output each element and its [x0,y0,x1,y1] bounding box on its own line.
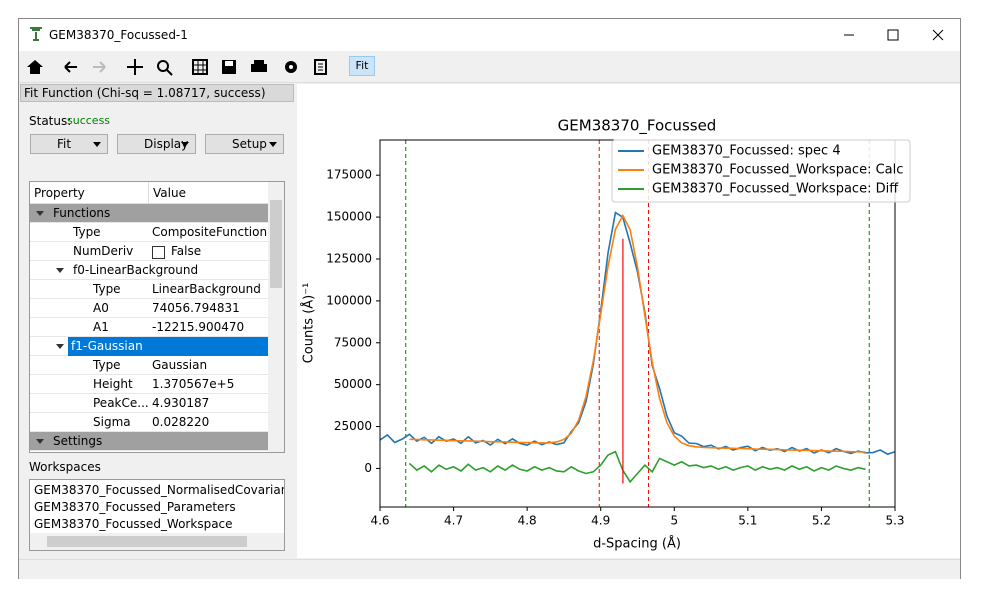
property-value: LinearBackground [152,280,261,299]
checkbox[interactable] [152,246,165,259]
app-icon [28,26,44,42]
property-name: Type [93,280,121,299]
x-tick-label: 5.2 [812,514,831,528]
property-name: A1 [93,318,109,337]
series-line [380,213,895,455]
workspaces-label: Workspaces [29,460,101,474]
status-label: Status: [29,114,71,128]
display-button[interactable]: Display [117,134,196,154]
y-tick-label: 75000 [334,335,372,349]
property-name: NumDeriv [73,242,133,261]
chart-title: GEM38370_Focussed [558,117,717,136]
fit-header: Fit Function (Chi-sq = 1.08717, success) [20,84,294,102]
property-name: Type [93,356,121,375]
y-tick-label: 100000 [326,293,372,307]
x-tick-label: 5.1 [738,514,757,528]
property-row[interactable]: A0 74056.794831 [30,299,268,318]
y-tick-label: 25000 [334,419,372,433]
y-tick-label: 175000 [326,168,372,182]
property-table: Property Value Functions Type CompositeFu… [29,181,285,453]
window-title: GEM38370_Focussed-1 [49,28,188,42]
series-line [409,452,865,482]
legend-label: GEM38370_Focussed_Workspace: Diff [652,182,899,197]
series-line [409,216,865,452]
workspace-list: GEM38370_Focussed_NormalisedCovarianceMa… [29,479,285,551]
fit-toolbar-button[interactable]: Fit [349,56,375,76]
property-name: Type [73,223,101,242]
workspace-item[interactable]: GEM38370_Focussed_Workspace [34,517,233,531]
property-value: Gaussian [152,356,207,375]
fit-button[interactable]: Fit [30,134,108,154]
table-header: Property Value [30,182,268,204]
y-axis-label: Counts (Å)⁻¹ [301,283,317,364]
property-value: 1.370567e+5 [152,375,234,394]
group-row[interactable]: Functions [30,204,268,223]
property-value: 0.028220 [152,413,209,432]
group-row[interactable]: Settings [30,432,268,451]
column-header: Value [153,186,186,200]
group-label: f1-Gaussian [71,337,143,356]
x-tick-label: 5 [670,514,678,528]
setup-button[interactable]: Setup [205,134,284,154]
x-tick-label: 4.9 [591,514,610,528]
chart: GEM38370_Focussed d-Spacing (Å) Counts (… [297,84,960,558]
x-tick-label: 5.3 [885,514,904,528]
legend-label: GEM38370_Focussed_Workspace: Calc [652,163,903,178]
y-tick-label: 150000 [326,210,372,224]
property-value: 74056.794831 [152,299,240,318]
column-header: Property [34,186,85,200]
property-value: CompositeFunction [152,223,267,242]
property-name: A0 [93,299,109,318]
property-value: 4.930187 [152,394,209,413]
legend-label: GEM38370_Focussed: spec 4 [652,144,841,159]
property-name: PeakCe... [93,394,149,413]
property-row[interactable]: Type Gaussian [30,356,268,375]
property-row[interactable]: Sigma 0.028220 [30,413,268,432]
group-label: Functions [53,204,110,223]
x-axis-label: d-Spacing (Å) [593,536,681,552]
group-row[interactable]: f0-LinearBackground [30,261,268,280]
status-bar [19,559,960,579]
toolbar-icons[interactable] [23,55,353,79]
title-bar: GEM38370_Focussed-1 [19,19,960,51]
window-controls[interactable] [824,25,960,45]
group-label: f0-LinearBackground [73,261,198,280]
property-value: False [171,242,201,261]
property-value: -12215.900470 [152,318,244,337]
property-name: Height [93,375,133,394]
property-row[interactable]: PeakCe...4.930187 [30,394,268,413]
toolbar: Fit [19,52,960,83]
property-name: Sigma [93,413,131,432]
x-tick-label: 4.6 [370,514,389,528]
property-row[interactable]: Height 1.370567e+5 [30,375,268,394]
workspace-item[interactable]: GEM38370_Focussed_NormalisedCovarianceMa [34,483,285,497]
property-row[interactable]: NumDeriv False [30,242,268,261]
status-value: success [67,114,110,127]
y-tick-label: 0 [364,461,372,475]
x-tick-label: 4.7 [444,514,463,528]
y-tick-label: 125000 [326,251,372,265]
scrollbar[interactable] [268,182,284,452]
group-row[interactable]: f1-Gaussian [30,337,268,356]
group-label: Settings [53,432,102,451]
y-tick-label: 50000 [334,377,372,391]
property-row[interactable]: Type CompositeFunction [30,223,268,242]
h-scrollbar[interactable] [30,533,284,550]
property-row[interactable]: Type LinearBackground [30,280,268,299]
workspace-item[interactable]: GEM38370_Focussed_Parameters [34,500,236,514]
x-tick-label: 4.8 [518,514,537,528]
property-row[interactable]: A1 -12215.900470 [30,318,268,337]
window: GEM38370_Focussed-1 Fit Fit Function (Ch… [18,18,961,579]
